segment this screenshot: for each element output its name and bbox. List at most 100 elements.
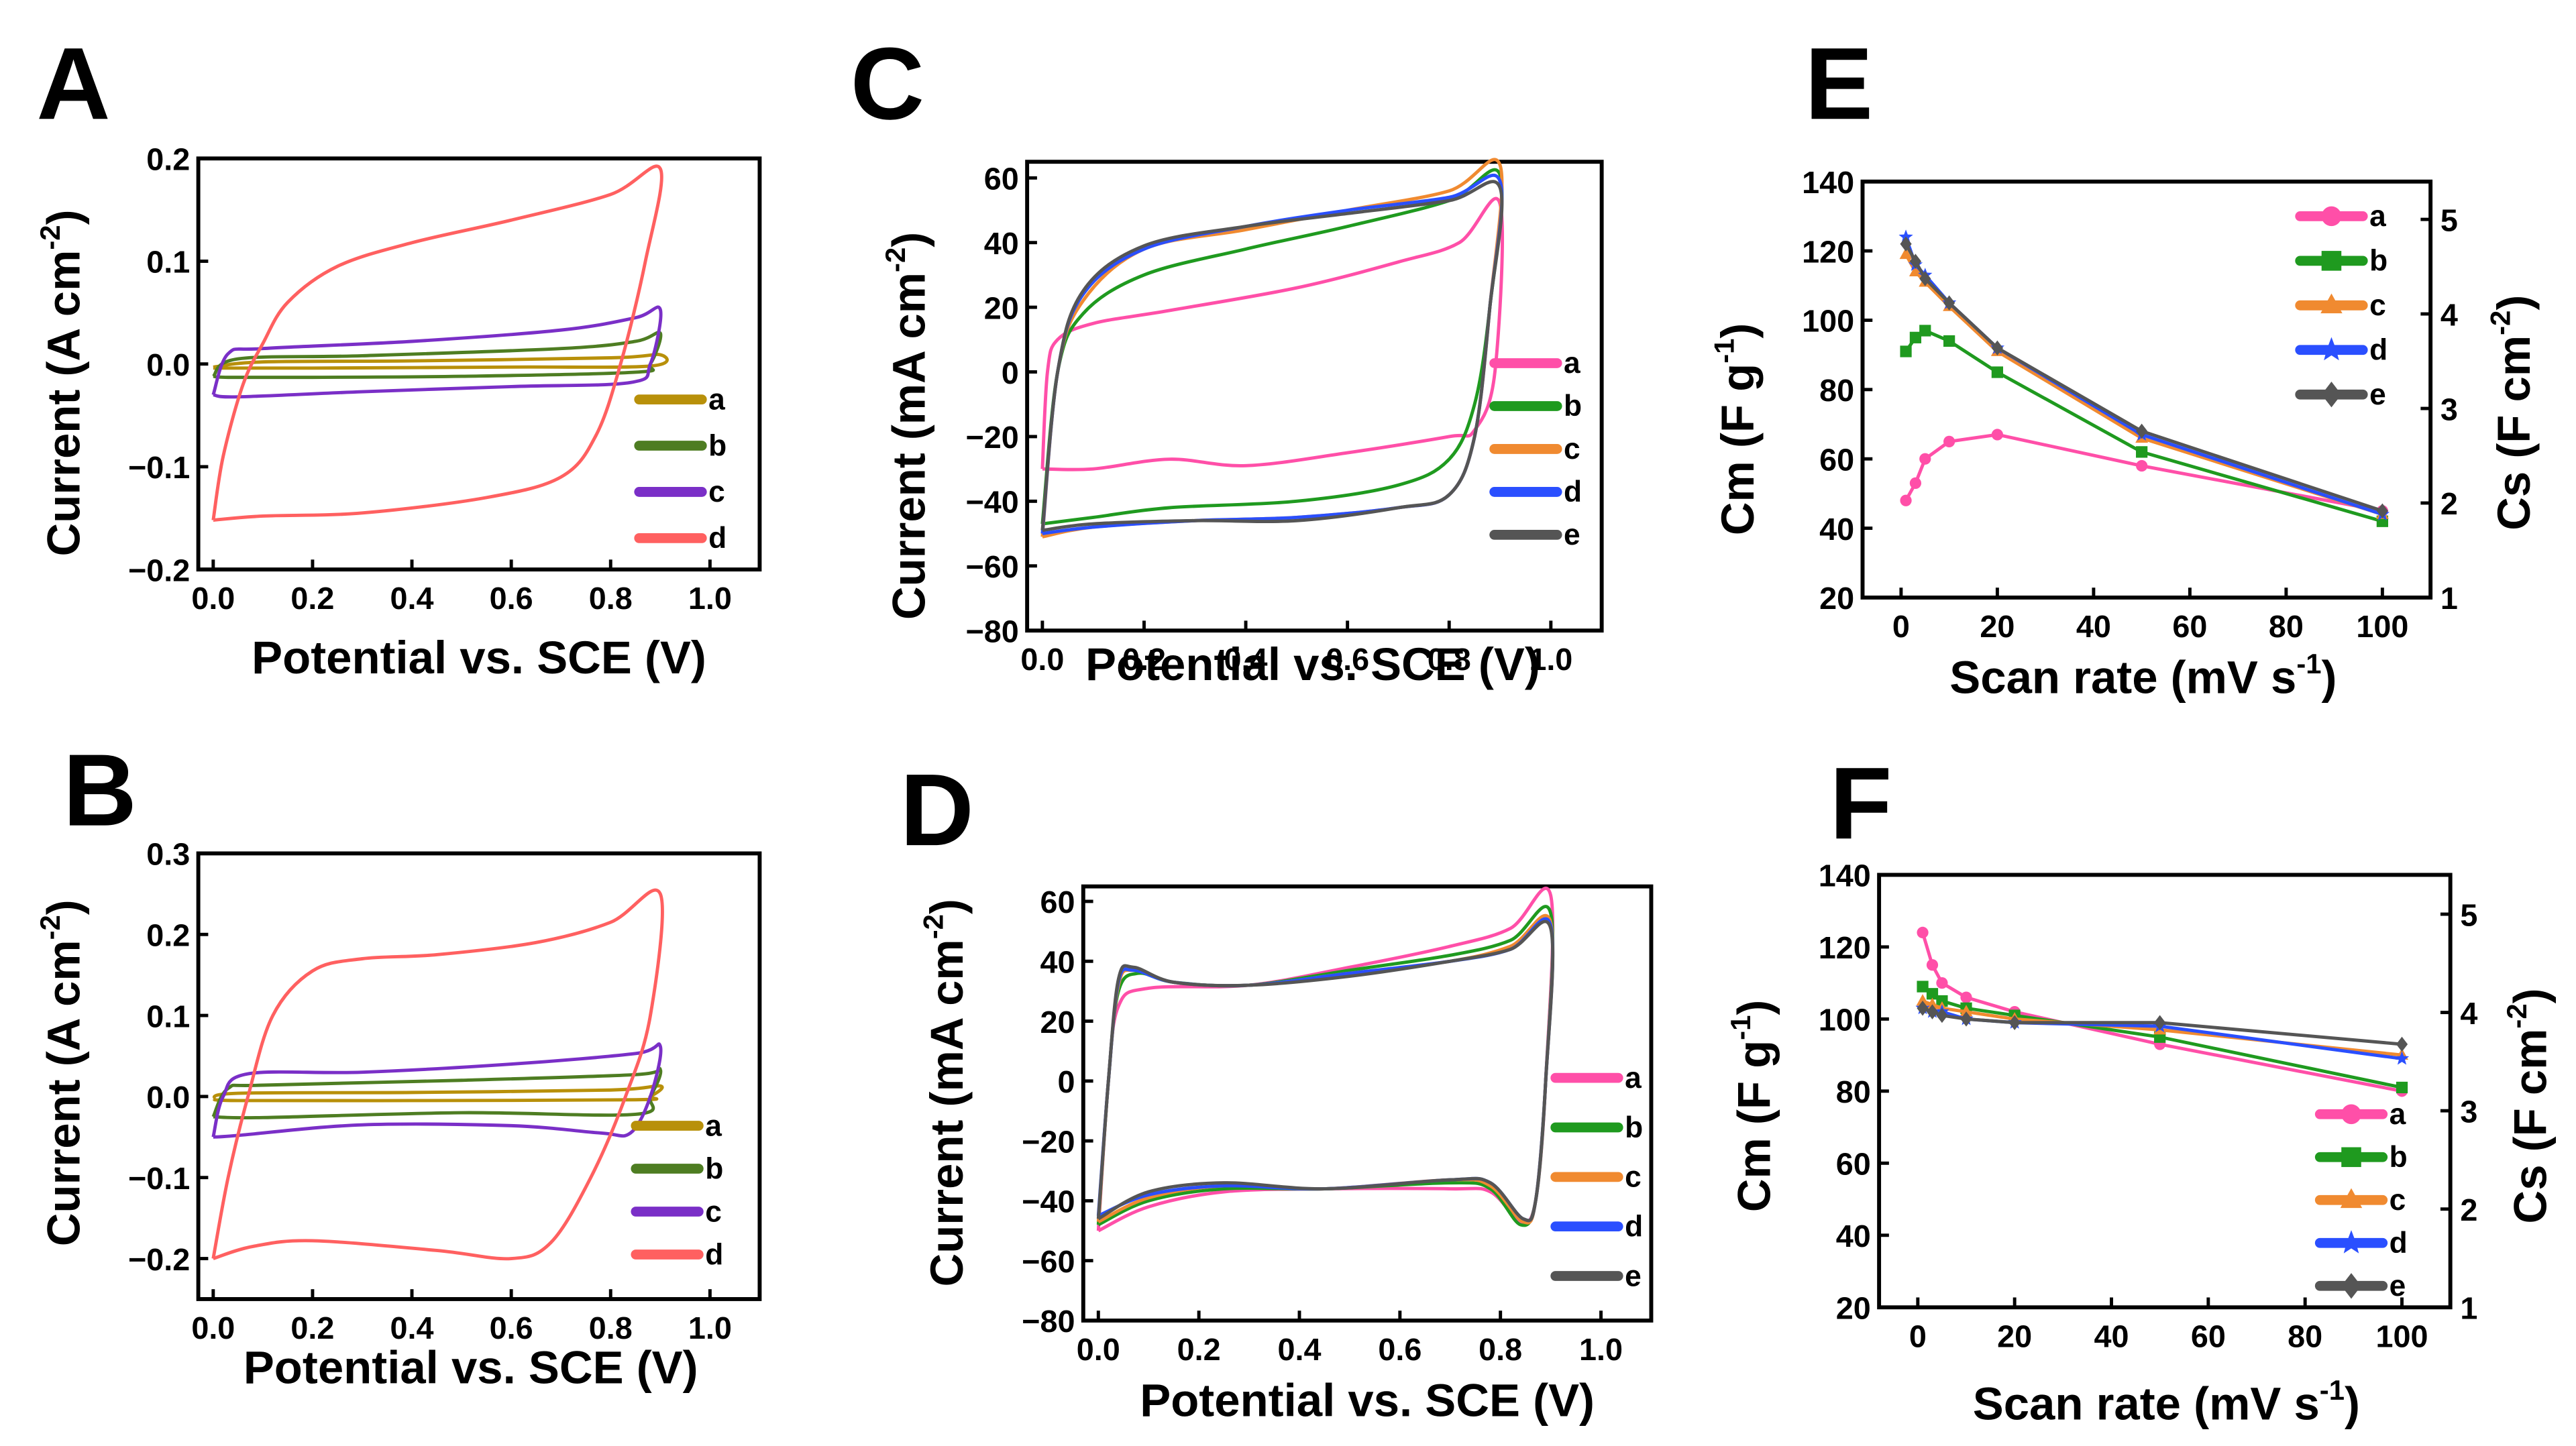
x-axis-title-main: Scan rate (mV s xyxy=(1973,1378,2320,1430)
x-axis-title-close: ) xyxy=(2322,652,2337,704)
y-tick-label: 100 xyxy=(1819,1003,1871,1038)
legend-label-b: b xyxy=(1625,1111,1643,1144)
x-tick-label: 1.0 xyxy=(1529,642,1572,677)
y-tick-label: −80 xyxy=(1022,1304,1075,1339)
series-b-point xyxy=(1909,331,1922,343)
series-e-point xyxy=(2136,423,2148,439)
legend-marker-e xyxy=(2321,382,2342,408)
x-tick-label: 0.8 xyxy=(1428,642,1471,677)
y-tick-label: 60 xyxy=(1836,1147,1871,1182)
series-c-point xyxy=(1909,264,1922,277)
y-axis-title-sup: -2 xyxy=(34,225,66,249)
x-tick-label: 40 xyxy=(2094,1319,2129,1353)
series-e-point xyxy=(1919,271,1931,286)
legend-label-a: a xyxy=(2390,1098,2406,1131)
legend-label-a: a xyxy=(708,383,725,416)
x-tick-label: 0.2 xyxy=(1177,1332,1221,1367)
series-c-point xyxy=(1899,247,1913,260)
y-tick-label: 0.2 xyxy=(146,917,190,952)
y2-tick-label: 2 xyxy=(2440,486,2458,521)
x-axis-title: Potential vs. SCE (V) xyxy=(252,632,706,683)
legend-label-b: b xyxy=(1564,390,1582,423)
series-b-point xyxy=(1926,988,1939,1000)
y2-tick-label: 4 xyxy=(2440,297,2458,332)
y-tick-label: −60 xyxy=(966,549,1019,584)
legend-marker-d xyxy=(2319,337,2344,361)
x-tick-label: 0.0 xyxy=(191,581,235,616)
x-tick-label: 1.0 xyxy=(688,581,732,616)
series-c-curve xyxy=(1096,913,1555,1225)
panel-label: E xyxy=(1805,27,1873,141)
x-axis-title: Potential vs. SCE (V) xyxy=(1140,1375,1595,1427)
y-tick-label: 60 xyxy=(984,162,1019,197)
series-e-curve xyxy=(1096,920,1555,1223)
series-c-point xyxy=(1916,994,1929,1006)
legend-label-d: d xyxy=(1625,1210,1643,1243)
legend-label-a: a xyxy=(1625,1062,1642,1095)
y2-tick-label: 2 xyxy=(2460,1192,2477,1227)
x-tick-label: 1.0 xyxy=(1579,1332,1623,1367)
y-tick-label: 0.3 xyxy=(146,837,190,872)
y-axis-title: Cm (F g-1) xyxy=(1725,1000,1780,1213)
y-tick-label: 80 xyxy=(1819,373,1854,408)
plot-frame xyxy=(1025,160,1604,633)
y-tick-label: 120 xyxy=(1802,234,1854,269)
series-c-point xyxy=(1960,1005,1973,1017)
y2-tick-label: 5 xyxy=(2440,203,2458,237)
y-tick-label: 40 xyxy=(1040,944,1075,979)
legend-label-c: c xyxy=(2369,289,2386,322)
y-axis-title: Current (A cm-2) xyxy=(34,899,90,1246)
panel-d: D 0.0 0.2 0.4 0.6 0.8 1.0 −80 −60 −40 −20 0 20 40 60 Po… xyxy=(900,753,1654,1427)
series-d-point xyxy=(1898,229,1913,243)
legend-label-e: e xyxy=(1564,518,1580,551)
series-b-point xyxy=(1991,366,2004,378)
y-axis-title-close: ) xyxy=(38,209,89,225)
legend-label-a: a xyxy=(2369,200,2386,233)
x-tick-label: 0.4 xyxy=(390,581,434,616)
x-axis-title: Scan rate (mV s-1) xyxy=(1949,648,2337,704)
y-axis-title-close: ) xyxy=(1712,323,1764,339)
x-tick-label: 0.6 xyxy=(490,581,533,616)
x-axis-title: Potential vs. SCE (V) xyxy=(244,1341,698,1393)
x-tick-label: 0.6 xyxy=(1378,1332,1421,1367)
x-tick-label: 0.8 xyxy=(589,1311,633,1345)
legend-label-c: c xyxy=(708,476,725,508)
series-e-point xyxy=(2396,1036,2408,1052)
x-tick-label: 0.2 xyxy=(290,1311,334,1345)
y2-axis-title-close: ) xyxy=(2504,988,2556,1003)
legend-label-b: b xyxy=(705,1152,723,1185)
y-tick-label: 0 xyxy=(1057,1064,1075,1099)
y-tick-label: −0.1 xyxy=(128,1161,190,1196)
plot-frame xyxy=(196,851,762,1301)
legend-label-b: b xyxy=(2390,1141,2408,1174)
y-axis-title-close: ) xyxy=(1729,1000,1780,1015)
series-b-point xyxy=(1917,981,1929,993)
series-d-curve xyxy=(211,164,663,522)
legend-label-e: e xyxy=(2369,378,2386,411)
series-e-point xyxy=(1900,236,1912,252)
panel-f: F 0 20 40 60 80 100 20 40 60 80 100 120 140 1 2 3 4 5 Scan … xyxy=(1725,746,2556,1429)
panel-label: A xyxy=(36,27,110,141)
series-b-curve xyxy=(211,1066,663,1120)
series-a-point xyxy=(1960,991,1972,1003)
series-a-point xyxy=(1917,926,1929,939)
y2-tick-label: 1 xyxy=(2460,1290,2477,1325)
y2-tick-label: 5 xyxy=(2460,897,2477,932)
y-tick-label: 60 xyxy=(1040,885,1075,920)
y-axis-title-close: ) xyxy=(921,899,973,914)
y-tick-label: 120 xyxy=(1819,930,1871,965)
x-axis-title-main: Scan rate (mV s xyxy=(1949,652,2296,704)
x-axis-title-sup: -1 xyxy=(2296,648,2321,679)
series-e-point xyxy=(1909,254,1922,269)
x-tick-label: 20 xyxy=(1980,609,2015,644)
legend-label-d: d xyxy=(2390,1227,2408,1260)
y2-axis-title-main: Cs (F cm xyxy=(2488,335,2540,531)
y-tick-label: −40 xyxy=(1022,1184,1075,1219)
legend-label-d: d xyxy=(705,1238,723,1271)
y-tick-label: 100 xyxy=(1802,304,1854,339)
legend-marker-a xyxy=(2341,1104,2361,1125)
panel-label: F xyxy=(1829,746,1892,860)
series-b-point xyxy=(1936,995,1948,1007)
y-tick-label: 80 xyxy=(1836,1074,1871,1109)
y-axis-title-sup: -2 xyxy=(34,915,66,940)
